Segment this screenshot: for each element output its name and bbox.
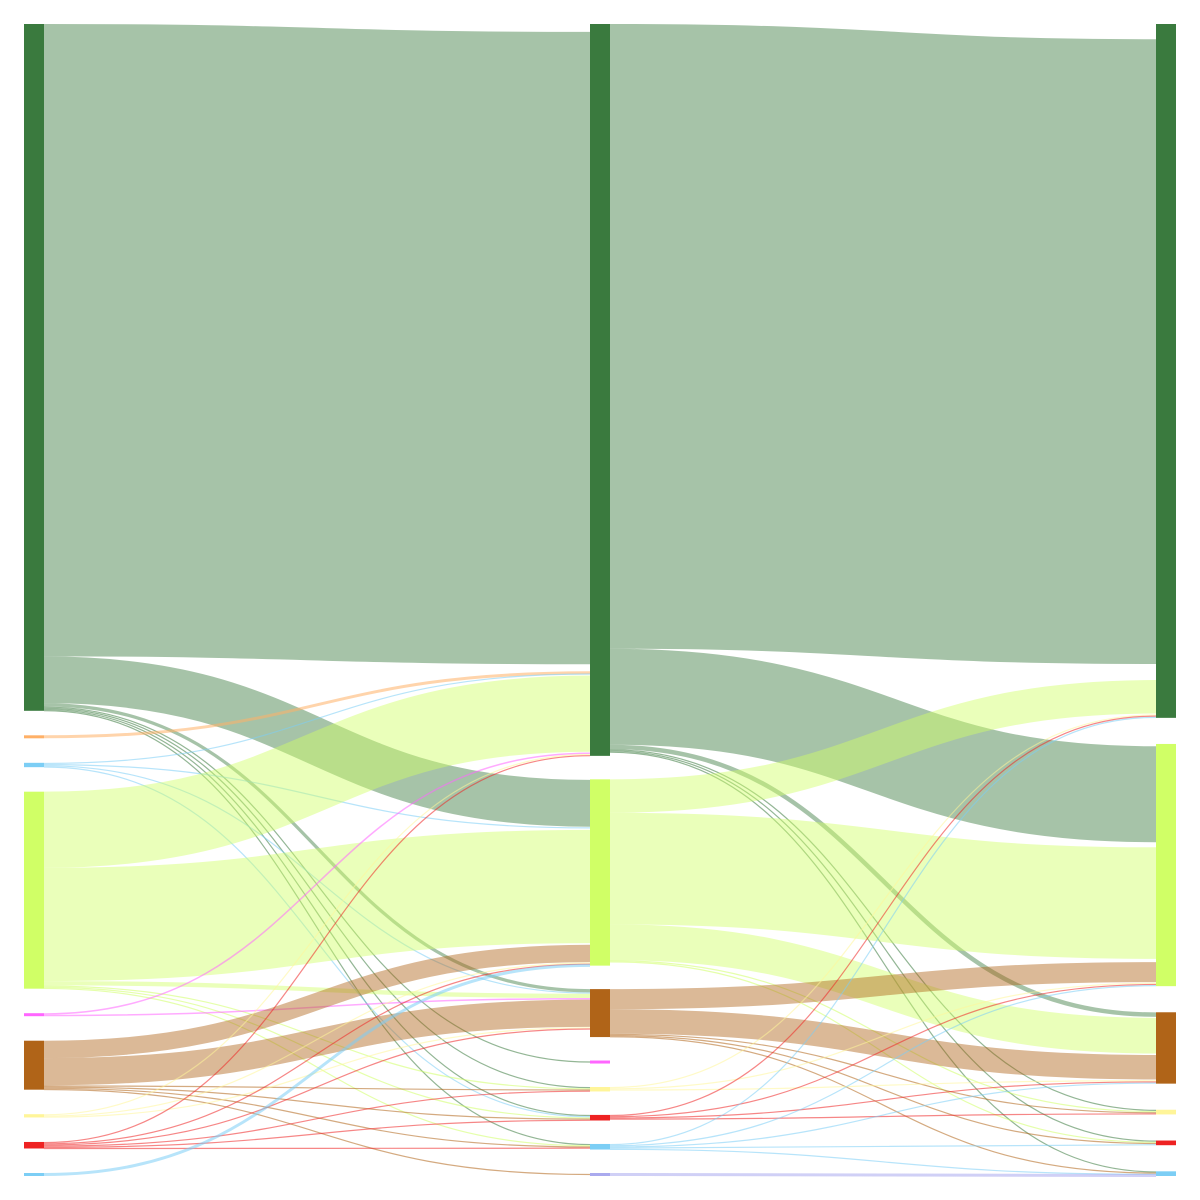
- flow-1-C-to-C: [609, 1009, 1157, 1080]
- sankey-links: [43, 23, 1157, 1178]
- flow-1-E-to-B: [609, 982, 1157, 1090]
- flow-1-G-to-G: [609, 1148, 1157, 1175]
- flow-0-C-to-G: [43, 1087, 591, 1148]
- node-stage1-A: [590, 24, 610, 756]
- flow-1-C-to-B: [609, 962, 1157, 1010]
- flow-0-C-to-C: [43, 999, 591, 1086]
- flow-1-G-to-C: [609, 1082, 1157, 1148]
- flow-1-A-to-G: [609, 751, 1157, 1173]
- flow-0-F-to-B: [43, 963, 591, 1145]
- flow-0-G-to-A: [43, 673, 591, 765]
- node-stage2-F: [1156, 1140, 1176, 1146]
- node-stage2-C: [1156, 1012, 1176, 1084]
- flow-0-B-to-G: [43, 987, 591, 1147]
- flow-1-A-to-B: [609, 648, 1157, 843]
- node-stage0-G: [24, 762, 44, 768]
- flow-1-A-to-A: [609, 24, 1157, 664]
- flow-1-G-to-B: [609, 985, 1157, 1147]
- flow-0-C-to-B: [43, 944, 591, 1059]
- sankey-nodes: [24, 24, 1176, 1176]
- flow-1-E-to-A: [609, 714, 1157, 1089]
- node-stage0-C: [24, 1040, 44, 1090]
- flow-0-A-to-A: [43, 23, 591, 665]
- flow-0-D-to-C: [43, 997, 591, 1017]
- flow-1-F-to-E: [609, 1113, 1157, 1120]
- flow-0-B-to-E: [43, 985, 591, 1090]
- flow-0-C-to-F: [43, 1086, 591, 1120]
- node-stage1-I: [590, 1173, 610, 1176]
- flow-0-B-to-B: [43, 829, 591, 982]
- node-stage0-A: [24, 24, 44, 711]
- flow-0-H-to-A: [43, 671, 591, 739]
- flow-1-F-to-A: [609, 715, 1157, 1117]
- node-stage1-C: [590, 989, 610, 1038]
- flow-1-A-to-F: [609, 750, 1157, 1142]
- node-stage0-G-2: [24, 1173, 44, 1176]
- flow-1-B-to-B: [609, 812, 1157, 959]
- flow-1-B-to-F: [609, 961, 1157, 1143]
- flow-1-G-to-A: [609, 716, 1157, 1146]
- flow-0-C-to-E: [43, 1085, 591, 1091]
- flow-1-B-to-A: [609, 680, 1157, 813]
- flow-1-I-to-G: [609, 1173, 1157, 1178]
- node-stage2-E: [1156, 1109, 1176, 1115]
- flow-1-F-to-B: [609, 983, 1157, 1118]
- flow-1-C-to-F: [609, 1034, 1157, 1145]
- flow-1-F-to-C: [609, 1081, 1157, 1119]
- node-stage2-G: [1156, 1171, 1176, 1176]
- node-stage2-B: [1156, 743, 1176, 987]
- flow-0-D-to-A: [43, 752, 591, 1015]
- flow-0-A-to-E: [43, 707, 591, 1089]
- node-stage0-D: [24, 1013, 44, 1017]
- flow-0-G-to-F: [43, 766, 591, 1118]
- flow-0-G-to-C: [43, 765, 591, 994]
- flow-0-A-to-G: [43, 710, 591, 1146]
- flow-0-B-to-C: [43, 981, 591, 999]
- node-stage2-A: [1156, 24, 1176, 718]
- node-stage1-D: [590, 1060, 610, 1064]
- flow-0-F-to-C: [43, 1028, 591, 1146]
- flow-1-A-to-C: [609, 744, 1157, 1017]
- flow-1-C-to-E: [609, 1033, 1157, 1114]
- node-stage1-E: [590, 1086, 610, 1092]
- node-stage0-F: [24, 1141, 44, 1149]
- flow-1-B-to-C: [609, 924, 1157, 1054]
- flow-0-E-to-A: [43, 753, 591, 1116]
- node-stage0-B: [24, 791, 44, 989]
- flow-0-A-to-B: [43, 656, 591, 827]
- node-stage0-E: [24, 1114, 44, 1118]
- node-stage1-B: [590, 779, 610, 966]
- node-stage1-G: [590, 1143, 610, 1150]
- flow-0-E-to-C: [43, 1027, 591, 1118]
- node-stage1-F: [590, 1114, 610, 1121]
- flow-0-G-2-to-B: [43, 963, 591, 1176]
- node-stage0-H: [24, 735, 44, 739]
- flow-0-B-to-A: [43, 675, 591, 868]
- flow-1-G-to-F: [609, 1144, 1157, 1149]
- flow-0-B-to-F: [43, 986, 591, 1119]
- flow-0-C-to-I: [43, 1088, 591, 1176]
- flow-0-F-to-E: [43, 1090, 591, 1147]
- flow-0-F-to-A: [43, 755, 591, 1144]
- flow-0-F-to-F: [43, 1119, 591, 1148]
- flow-1-C-to-G: [609, 1036, 1157, 1174]
- flow-1-E-to-C: [609, 1080, 1157, 1091]
- flow-0-G-to-B: [43, 764, 591, 829]
- flow-0-E-to-B: [43, 962, 591, 1117]
